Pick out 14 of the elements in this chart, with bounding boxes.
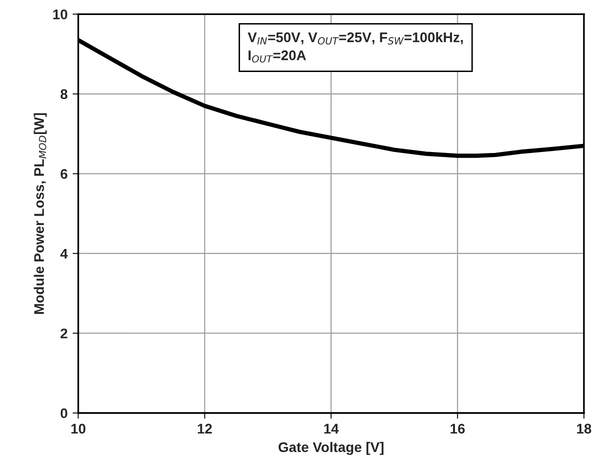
y-tick-label: 6	[60, 169, 68, 179]
x-tick-label: 10	[71, 424, 86, 434]
y-tick-label: 4	[60, 248, 68, 258]
y-tick-label: 8	[60, 89, 68, 100]
x-tick-label: 18	[577, 424, 592, 434]
y-tick-label: 2	[60, 328, 68, 338]
y-axis-title: Module Power Loss, PL$_{MOD}$[W]	[34, 113, 47, 314]
y-tick-label: 10	[53, 9, 68, 20]
x-tick-label: 16	[450, 424, 465, 434]
x-tick-label: 14	[324, 424, 339, 434]
x-axis-title: Gate Voltage [V]	[278, 442, 384, 455]
text: V$_{IN}$=50V, V$_{OUT}$=25V, F$_{SW}$=100kHz, I$_{OUT}$=20A	[248, 32, 463, 63]
x-tick-label: 12	[198, 424, 212, 434]
y-tick-label: 0	[60, 408, 68, 418]
